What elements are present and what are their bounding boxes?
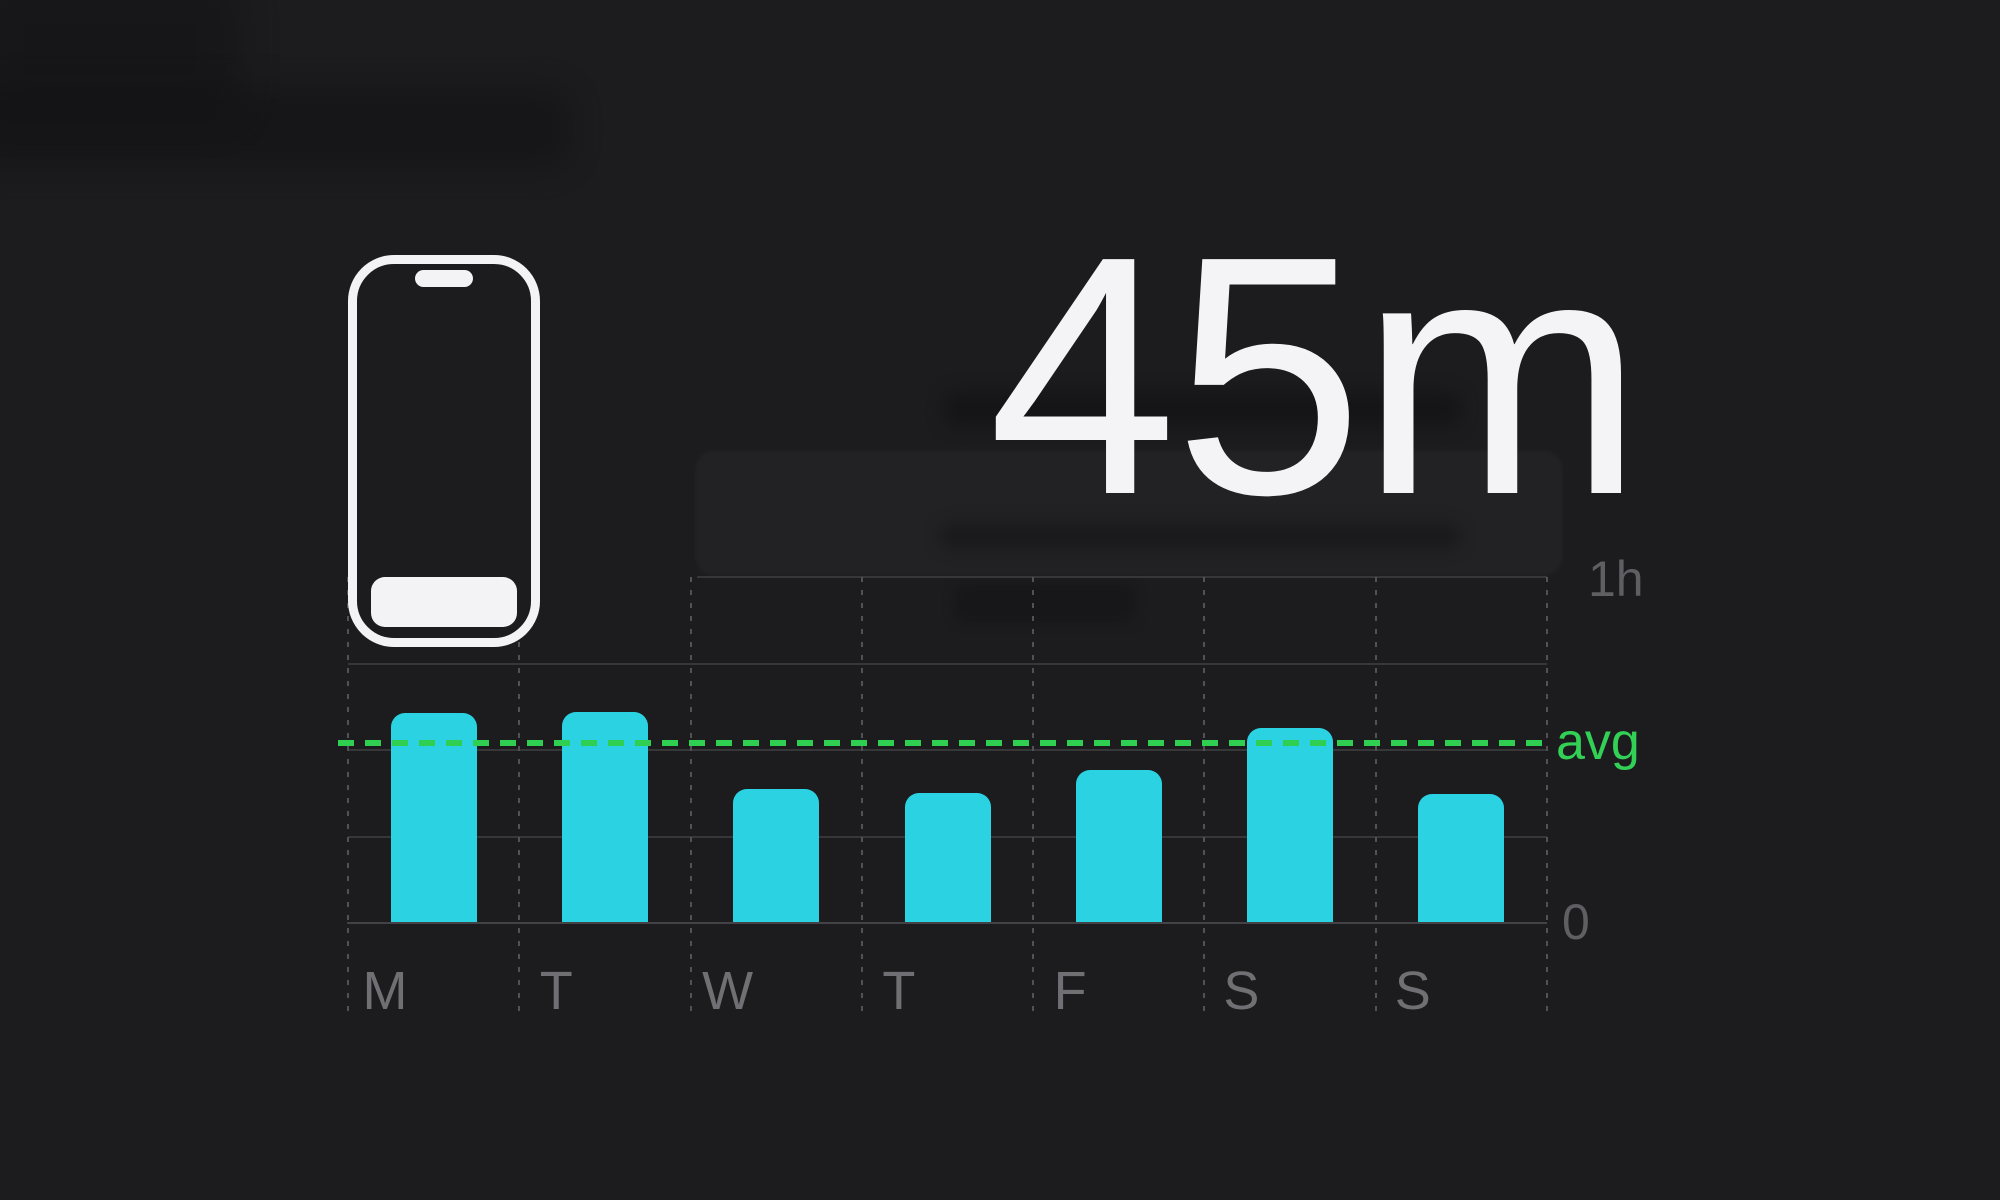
iphone-outline-icon	[348, 255, 540, 647]
avg-line-label: avg	[1556, 713, 1640, 771]
day-label: S	[1223, 961, 1260, 1021]
grid-line-vertical-dashed	[347, 577, 349, 1013]
day-label: T	[539, 961, 573, 1021]
day-label: S	[1394, 961, 1431, 1021]
phone-notch-pill	[415, 270, 473, 287]
grid-line-horizontal	[348, 749, 1547, 751]
phone-screen-highlight-bar	[371, 577, 517, 627]
usage-bar[interactable]	[1247, 728, 1334, 922]
usage-bar[interactable]	[561, 711, 648, 922]
grid-line-vertical-dashed	[1032, 577, 1035, 1013]
day-label: T	[882, 961, 916, 1021]
usage-bar[interactable]	[1075, 770, 1162, 922]
grid-line-horizontal	[348, 662, 1547, 665]
day-label: M	[362, 961, 408, 1021]
usage-bar[interactable]	[733, 789, 820, 922]
grid-line-vertical-dashed	[518, 577, 521, 1013]
grid-line-vertical-dashed	[1546, 577, 1548, 1013]
usage-bar[interactable]	[390, 713, 477, 922]
y-axis-label-0: 0	[1562, 894, 1590, 950]
day-label: W	[702, 961, 754, 1021]
grid-line-vertical-dashed	[689, 577, 692, 1013]
y-axis-label-1h: 1h	[1588, 551, 1644, 607]
day-label: F	[1053, 961, 1087, 1021]
usage-headline: 45m	[988, 186, 1643, 566]
usage-bar[interactable]	[1418, 793, 1505, 922]
grid-line-top	[697, 576, 1547, 578]
grid-line-vertical-dashed	[1203, 577, 1206, 1013]
grid-line-vertical-dashed	[860, 577, 863, 1013]
x-axis-line	[347, 922, 1547, 924]
usage-bar[interactable]	[904, 792, 991, 922]
grid-line-vertical-dashed	[1374, 577, 1377, 1013]
average-line	[338, 740, 1547, 747]
